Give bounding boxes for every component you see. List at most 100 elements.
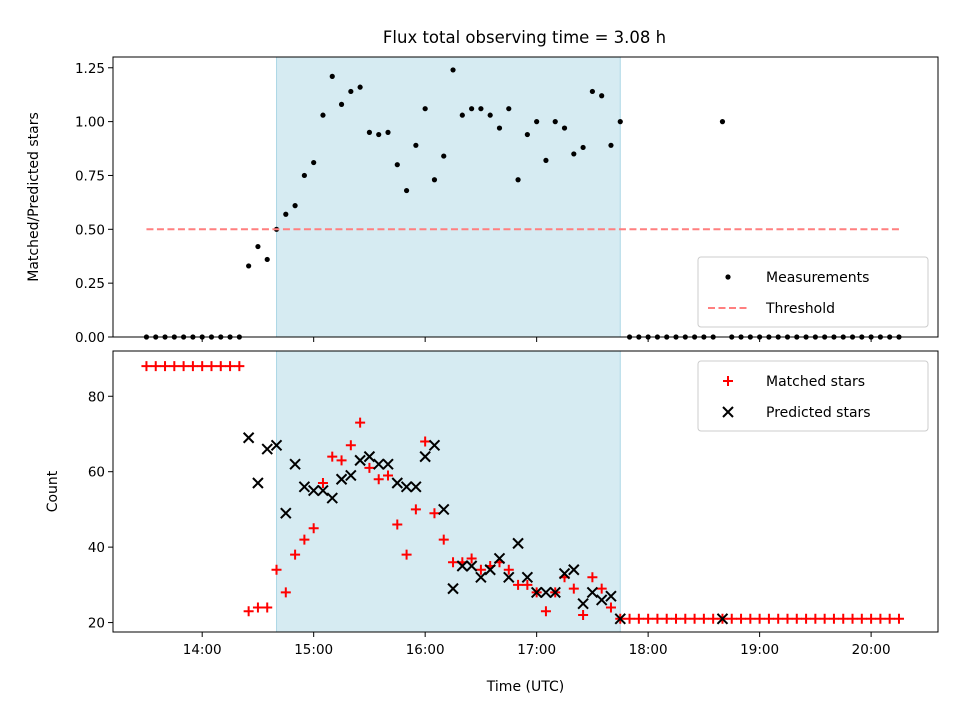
matched-star-point	[317, 478, 328, 489]
matched-star-point	[429, 508, 440, 519]
predicted-star-point	[438, 503, 450, 516]
matched-star-point	[801, 613, 812, 624]
y-tick-label: 1.25	[75, 61, 105, 77]
predicted-star-point	[447, 582, 459, 595]
predicted-star-point	[503, 571, 515, 584]
measurement-point	[552, 119, 558, 125]
y-tick-label: 20	[88, 616, 105, 632]
observing-window-span	[276, 350, 621, 633]
x-tick-label: 19:00	[740, 642, 779, 658]
measurement-point	[608, 142, 614, 148]
matched-star-point	[633, 613, 644, 624]
y-tick-label: 60	[88, 465, 105, 481]
legend-measurement-swatch	[725, 274, 731, 280]
matched-star-point	[875, 613, 886, 624]
matched-star-point	[327, 451, 338, 462]
matched-star-point	[290, 549, 301, 560]
predicted-star-point	[595, 594, 608, 606]
matched-star-point	[150, 361, 161, 372]
matched-star-point	[438, 534, 449, 545]
measurement-point	[246, 263, 252, 269]
matched-star-point	[336, 455, 347, 466]
measurement-point	[617, 119, 623, 125]
predicted-star-point	[410, 481, 422, 493]
matched-star-point	[763, 613, 774, 624]
matched-star-point	[819, 613, 830, 624]
measurement-point	[580, 144, 586, 151]
measurement-point	[394, 162, 400, 168]
predicted-star-point	[307, 484, 320, 497]
matched-star-point	[187, 361, 198, 372]
predicted-star-point	[456, 560, 469, 572]
matched-star-point	[420, 436, 431, 447]
matched-star-point	[299, 534, 310, 545]
matched-star-point	[568, 583, 579, 594]
matched-star-point	[745, 613, 756, 624]
legend-label: Threshold	[765, 301, 835, 317]
legend: Measurements Threshold	[697, 256, 929, 328]
matched-star-point	[884, 613, 895, 624]
measurement-point	[422, 106, 428, 112]
predicted-star-point	[345, 469, 357, 482]
matched-star-point	[866, 613, 877, 624]
x-tick-label: 17:00	[517, 642, 556, 658]
matched-star-point	[578, 610, 589, 621]
y-tick-label: 0.75	[75, 168, 105, 184]
predicted-star-point	[363, 450, 376, 463]
matched-star-point	[169, 361, 180, 372]
measurement-point	[366, 129, 373, 135]
predicted-star-point	[326, 492, 338, 504]
predicted-star-point	[493, 552, 506, 565]
predicted-star-point	[270, 439, 283, 452]
measurement-point	[255, 243, 261, 250]
measurement-point	[376, 131, 382, 138]
matched-star-point	[680, 613, 691, 624]
matched-star-point	[773, 613, 784, 624]
matched-star-point	[847, 613, 858, 624]
matched-star-point	[643, 613, 654, 624]
matched-star-point	[828, 613, 839, 624]
predicted-star-point	[614, 613, 626, 625]
matched-star-point	[736, 613, 747, 624]
y-tick-label: 0.00	[75, 330, 105, 346]
predicted-star-point	[317, 484, 329, 497]
matched-star-point	[587, 572, 598, 583]
predicted-star-point	[373, 458, 385, 470]
predicted-star-point	[512, 537, 524, 550]
measurement-point	[329, 73, 335, 79]
predicted-star-point	[252, 477, 264, 489]
measurement-point	[320, 112, 326, 118]
measurement-point	[599, 93, 605, 99]
matched-star-point	[206, 361, 217, 372]
measurement-point	[543, 157, 549, 163]
legend-box	[697, 360, 929, 432]
matched-star-point	[401, 549, 412, 560]
matched-star-point	[698, 613, 709, 624]
measurement-point	[469, 106, 475, 112]
y-tick-label: 40	[88, 540, 105, 556]
predicted-star-point	[475, 571, 487, 584]
measurement-point	[413, 142, 419, 148]
predicted-star-point	[549, 586, 561, 599]
matched-star-point	[689, 613, 700, 624]
measurement-point	[311, 159, 317, 166]
measurement-point	[441, 153, 447, 159]
matched-star-point	[373, 474, 384, 485]
measurement-point	[561, 125, 568, 131]
matched-star-point	[383, 470, 393, 481]
measurement-point	[571, 151, 577, 157]
top-panel-ratio: 0.00 0.25 0.50 0.75 1.00 1.25 Matched/Predicte…	[26, 56, 939, 346]
y-tick-label: 0.50	[75, 222, 105, 238]
predicted-star-point	[465, 560, 478, 572]
matched-star-point	[540, 606, 551, 617]
predicted-star-point	[586, 586, 599, 599]
matched-star-point	[503, 564, 514, 575]
measurement-point	[357, 84, 363, 90]
predicted-star-point	[335, 473, 348, 485]
matched-star-point	[271, 564, 282, 575]
measurement-point	[292, 203, 298, 209]
y-tick-label: 0.25	[75, 276, 105, 292]
predicted-star-point	[242, 432, 255, 444]
matched-star-point	[225, 361, 236, 372]
